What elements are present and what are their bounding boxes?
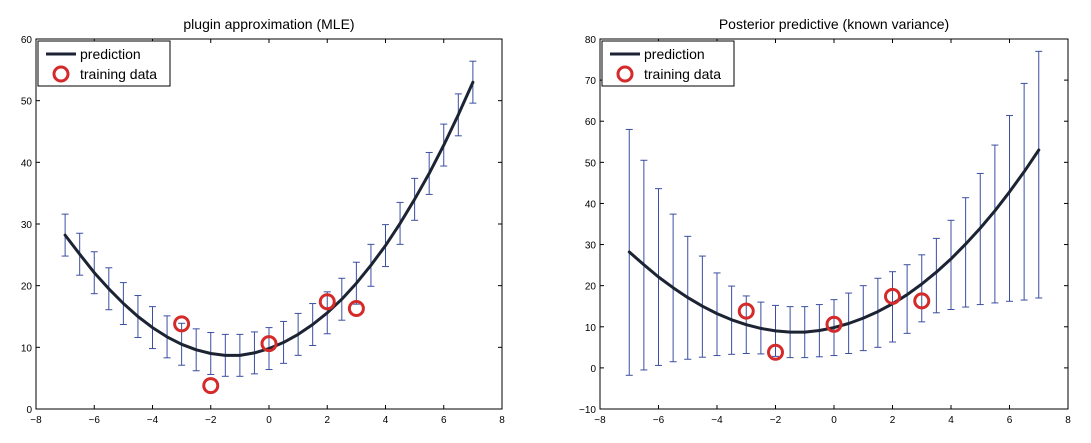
chart-title: plugin approximation (MLE) bbox=[183, 16, 354, 32]
x-tick-label: −2 bbox=[770, 415, 782, 426]
y-tick-label: 10 bbox=[585, 323, 597, 334]
legend-circle-marker bbox=[52, 65, 70, 83]
x-tick-label: −2 bbox=[205, 415, 217, 426]
y-tick-label: 20 bbox=[585, 282, 597, 293]
chart-panel-mle: plugin approximation (MLE) −8 −6 −4 −2 0 2 4 6 8… bbox=[21, 16, 505, 426]
y-tick-label: 70 bbox=[585, 76, 597, 87]
x-tick-label: 6 bbox=[441, 415, 447, 426]
y-tick-label: 80 bbox=[585, 35, 597, 46]
training-data-point bbox=[737, 302, 755, 320]
training-data-point bbox=[202, 377, 220, 395]
x-tick-label: 4 bbox=[383, 415, 389, 426]
legend-label-training-data: training data bbox=[80, 66, 157, 82]
x-tick-label: 8 bbox=[499, 415, 505, 426]
y-tick-label: 30 bbox=[21, 220, 33, 231]
prediction-line bbox=[627, 148, 1041, 334]
legend: prediction training data bbox=[37, 40, 171, 87]
legend: prediction training data bbox=[601, 40, 735, 87]
y-tick-label: 60 bbox=[585, 117, 597, 128]
y-tick-label: 40 bbox=[585, 199, 597, 210]
x-tick-label: −6 bbox=[653, 415, 665, 426]
plot-area bbox=[61, 60, 477, 395]
training-data-point bbox=[825, 315, 843, 333]
training-data-point bbox=[318, 293, 336, 311]
legend-label-prediction: prediction bbox=[80, 46, 141, 62]
y-tick-label: 0 bbox=[26, 405, 32, 416]
chart-title: Posterior predictive (known variance) bbox=[719, 16, 949, 32]
y-tick-label: 20 bbox=[21, 282, 33, 293]
x-tick-label: 4 bbox=[948, 415, 954, 426]
legend-label-prediction: prediction bbox=[644, 46, 705, 62]
y-tick-label: 10 bbox=[21, 343, 33, 354]
x-tick-label: −4 bbox=[711, 415, 723, 426]
training-data-point bbox=[347, 299, 365, 317]
y-tick-label: −10 bbox=[579, 405, 596, 416]
y-tick-label: 50 bbox=[585, 158, 597, 169]
chart-panel-posterior: Posterior predictive (known variance) −8… bbox=[579, 16, 1071, 426]
x-tick-label: −6 bbox=[89, 415, 101, 426]
y-tick-label: 0 bbox=[590, 364, 596, 375]
training-data-point bbox=[173, 315, 191, 333]
x-tick-label: −4 bbox=[147, 415, 159, 426]
x-tick-label: 0 bbox=[266, 415, 272, 426]
x-tick-label: 2 bbox=[324, 415, 330, 426]
y-tick-label: 30 bbox=[585, 241, 597, 252]
x-tick-label: 6 bbox=[1007, 415, 1013, 426]
legend-box bbox=[37, 40, 171, 87]
plot-area bbox=[625, 50, 1043, 376]
prediction-line bbox=[63, 80, 475, 357]
x-tick-label: 2 bbox=[890, 415, 896, 426]
training-data-point bbox=[913, 292, 931, 310]
x-tick-label: −8 bbox=[594, 415, 606, 426]
x-tick-label: −8 bbox=[30, 415, 42, 426]
y-tick-label: 60 bbox=[21, 35, 33, 46]
x-tick-label: 8 bbox=[1065, 415, 1071, 426]
training-data-point bbox=[884, 287, 901, 305]
x-tick-label: 0 bbox=[831, 415, 837, 426]
legend-label-training-data: training data bbox=[644, 66, 721, 82]
legend-circle-marker bbox=[616, 65, 634, 83]
y-tick-label: 40 bbox=[21, 158, 33, 169]
y-tick-label: 50 bbox=[21, 97, 33, 108]
training-data-point bbox=[260, 335, 278, 353]
legend-box bbox=[601, 40, 735, 87]
training-data-point bbox=[767, 343, 784, 361]
